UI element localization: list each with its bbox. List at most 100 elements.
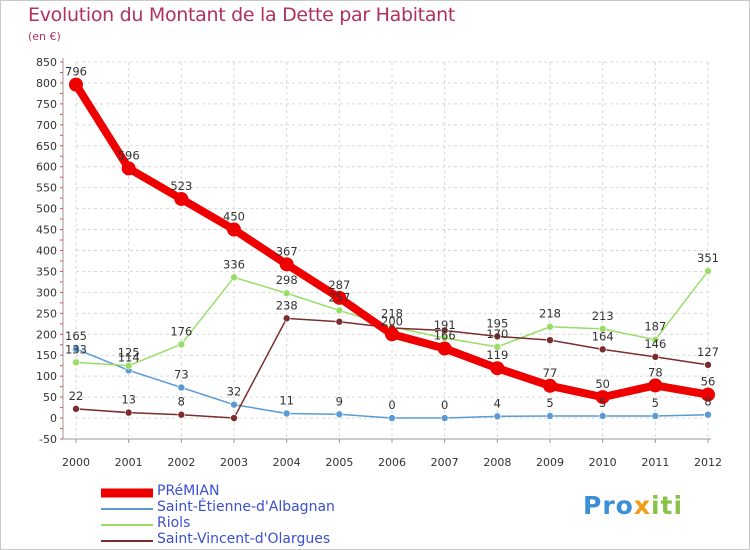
data-point	[490, 361, 505, 376]
data-label: 195	[486, 316, 508, 330]
data-point	[701, 387, 715, 402]
data-point	[388, 414, 396, 422]
data-label: 218	[381, 307, 403, 321]
data-point	[440, 414, 449, 422]
chart-subtitle: (en €)	[28, 30, 61, 43]
data-point	[177, 410, 186, 419]
data-label: 218	[539, 307, 561, 321]
data-label: 11	[279, 393, 294, 407]
y-tick-label: 100	[36, 370, 57, 383]
axes	[60, 58, 711, 443]
data-point	[282, 409, 291, 418]
data-point	[177, 383, 186, 392]
y-tick-label: 150	[36, 349, 57, 362]
series-points	[69, 77, 715, 422]
data-label: 127	[697, 345, 719, 359]
data-point	[704, 361, 712, 369]
y-tick-label: 500	[36, 203, 57, 216]
data-point	[651, 412, 660, 420]
data-point	[598, 412, 607, 420]
x-tick-label: 2004	[273, 456, 301, 469]
data-point	[230, 273, 238, 282]
data-point	[335, 317, 344, 326]
x-tick-label: 2006	[378, 456, 406, 469]
data-label: 166	[434, 329, 456, 343]
data-label: 523	[170, 179, 192, 193]
data-label: 367	[276, 244, 298, 258]
legend-item: Riols	[101, 515, 401, 533]
x-tick-label: 2009	[536, 456, 564, 469]
data-point	[177, 340, 186, 349]
data-point	[69, 77, 83, 92]
y-tick-label: 450	[36, 224, 57, 237]
legend-label: Riols	[157, 515, 191, 531]
data-label: 5	[599, 396, 606, 410]
data-point	[493, 343, 502, 351]
data-label: 133	[65, 342, 87, 356]
data-label: 165	[65, 329, 87, 343]
data-point	[121, 161, 136, 176]
y-tick-label: 0	[50, 412, 57, 425]
x-tick-label: 2002	[167, 456, 195, 469]
data-point	[124, 361, 133, 370]
x-tick-label: 2003	[220, 456, 248, 469]
data-point	[546, 336, 554, 344]
data-label: 796	[65, 65, 87, 79]
data-point	[230, 400, 238, 409]
y-tick-label: 700	[36, 119, 57, 132]
data-label: 8	[704, 395, 711, 409]
data-label: 170	[486, 327, 508, 341]
data-label: 9	[336, 394, 343, 408]
data-label: 213	[592, 309, 614, 323]
data-label: 8	[178, 395, 185, 409]
y-tick-label: 400	[36, 245, 57, 258]
x-tick-label: 2008	[483, 456, 511, 469]
data-label: 73	[174, 367, 189, 381]
data-label: 351	[697, 251, 719, 265]
data-label: 0	[388, 398, 395, 412]
x-tick-labels: 2000 2001 2002 2003 2004 2005 2006 2007 2008 2009…	[62, 456, 722, 469]
data-label: 0	[441, 398, 448, 412]
data-label: 336	[223, 257, 245, 271]
y-tick-label: 350	[36, 265, 57, 278]
y-tick-label: 600	[36, 161, 57, 174]
x-tick-label: 2000	[62, 456, 90, 469]
y-tick-label: 850	[36, 56, 57, 69]
y-tick-label: 550	[36, 182, 57, 195]
data-point	[174, 191, 189, 206]
y-tick-label: 300	[36, 286, 57, 299]
data-point	[72, 345, 80, 353]
data-label: 450	[223, 210, 245, 224]
data-label: 5	[546, 396, 553, 410]
data-point	[704, 410, 712, 419]
data-label: 238	[276, 298, 298, 312]
brand-part-1: Pro	[583, 491, 634, 520]
data-point	[546, 412, 554, 420]
data-label: 13	[121, 393, 136, 407]
data-point	[598, 345, 607, 354]
legend-swatch	[101, 488, 153, 498]
data-point	[282, 289, 291, 298]
data-point	[124, 408, 133, 417]
data-point	[595, 390, 610, 405]
data-label: 114	[118, 350, 140, 364]
data-label: 164	[592, 329, 614, 343]
data-point	[437, 341, 452, 356]
y-tick-label: 650	[36, 140, 57, 153]
data-point	[282, 314, 291, 323]
legend-label: Saint-Vincent-d'Olargues	[157, 531, 331, 547]
chart-title: Evolution du Montant de la Dette par Hab…	[28, 4, 456, 26]
data-point	[648, 378, 663, 393]
data-point	[704, 267, 712, 275]
data-label: 257	[328, 290, 350, 304]
y-tick-label: 50	[43, 391, 57, 404]
data-label: 56	[701, 375, 716, 389]
legend-swatch	[101, 508, 153, 510]
data-point	[546, 322, 554, 331]
x-tick-label: 2012	[694, 456, 722, 469]
data-point	[230, 414, 238, 422]
grid	[75, 61, 709, 440]
x-tick-label: 2005	[325, 456, 353, 469]
